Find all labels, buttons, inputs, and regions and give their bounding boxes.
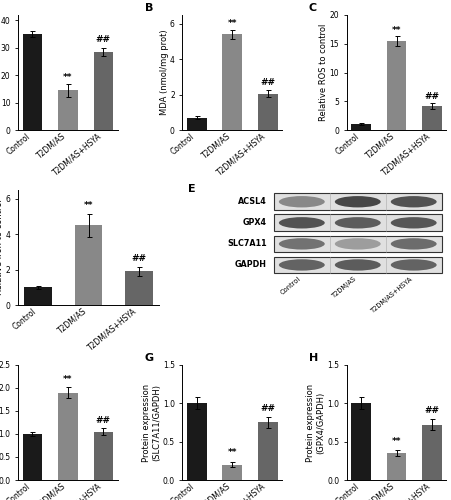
Text: C: C [309, 4, 317, 14]
Y-axis label: Relative ROS to control: Relative ROS to control [319, 24, 328, 121]
Text: **: ** [392, 26, 401, 35]
Text: ##: ## [260, 404, 275, 413]
Text: **: ** [84, 202, 93, 210]
Bar [258, 422, 277, 480]
Ellipse shape [279, 238, 325, 250]
Bar [23, 434, 42, 480]
Ellipse shape [279, 217, 325, 228]
Bar [187, 404, 207, 480]
Bar [274, 256, 442, 274]
Bar [351, 404, 371, 480]
Bar [423, 106, 442, 130]
Ellipse shape [335, 217, 381, 228]
Text: **: ** [392, 437, 401, 446]
Ellipse shape [335, 260, 381, 270]
Bar [23, 34, 42, 130]
Text: **: ** [63, 375, 73, 384]
Y-axis label: Protein expression
(SLC7A11/GAPDH): Protein expression (SLC7A11/GAPDH) [142, 384, 161, 462]
Bar [222, 464, 242, 480]
Text: B: B [145, 4, 153, 14]
Text: E: E [188, 184, 195, 194]
Ellipse shape [335, 238, 381, 250]
Ellipse shape [335, 196, 381, 207]
Ellipse shape [391, 238, 437, 250]
Bar [24, 288, 52, 305]
Ellipse shape [279, 260, 325, 270]
Bar [274, 236, 442, 252]
Bar [58, 392, 78, 480]
Bar [187, 118, 207, 130]
Text: **: ** [227, 448, 237, 457]
Text: ##: ## [260, 78, 275, 86]
Bar [274, 194, 442, 210]
Bar [258, 94, 277, 130]
Text: ##: ## [425, 406, 440, 415]
Bar [387, 41, 406, 130]
Ellipse shape [391, 196, 437, 207]
Bar [75, 226, 102, 305]
Y-axis label: Protein expression
(GPX4/GAPDH): Protein expression (GPX4/GAPDH) [306, 384, 326, 462]
Ellipse shape [391, 217, 437, 228]
Text: Control: Control [279, 276, 302, 296]
Bar [94, 52, 113, 130]
Text: ACSL4: ACSL4 [238, 197, 267, 206]
Ellipse shape [279, 196, 325, 207]
Ellipse shape [391, 260, 437, 270]
Bar [387, 453, 406, 480]
Text: G: G [145, 354, 154, 364]
Bar [94, 432, 113, 480]
Y-axis label: MDA (nmol/mg prot): MDA (nmol/mg prot) [160, 30, 169, 116]
Bar [125, 272, 153, 305]
Text: GPX4: GPX4 [243, 218, 267, 228]
Text: GAPDH: GAPDH [235, 260, 267, 270]
Text: H: H [309, 354, 318, 364]
Text: T2DM/AS+HSYA: T2DM/AS+HSYA [370, 276, 414, 314]
Text: T2DM/AS: T2DM/AS [331, 276, 358, 299]
Text: SLC7A11: SLC7A11 [227, 240, 267, 248]
Bar [58, 90, 78, 130]
Text: ##: ## [425, 92, 440, 102]
Text: **: ** [227, 20, 237, 28]
Bar [423, 425, 442, 480]
Text: **: ** [63, 73, 73, 82]
Bar [274, 214, 442, 231]
Bar [351, 124, 371, 130]
Text: ##: ## [96, 416, 111, 425]
Bar [222, 34, 242, 130]
Y-axis label: Relative iron to control: Relative iron to control [0, 200, 4, 296]
Text: ##: ## [96, 35, 111, 44]
Text: ##: ## [131, 254, 147, 264]
